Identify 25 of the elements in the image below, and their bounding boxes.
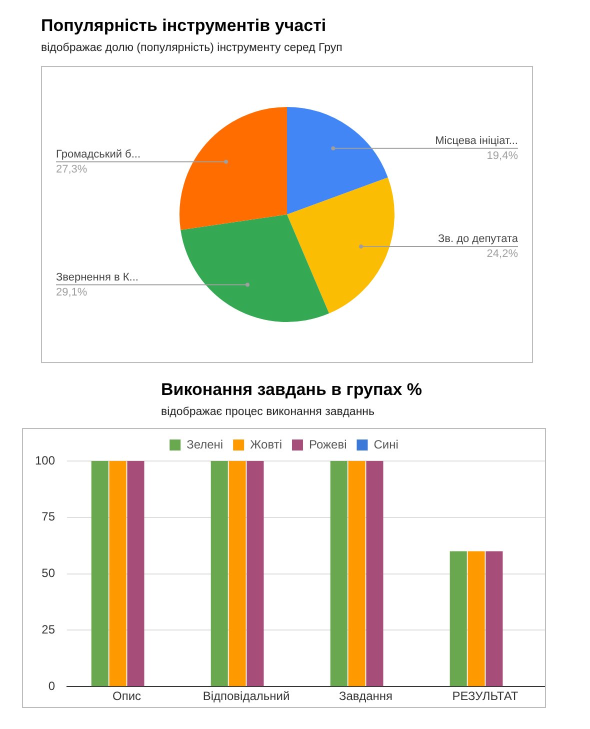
legend-label: Рожеві bbox=[308, 437, 347, 452]
x-tick-label: Відповідальний bbox=[202, 689, 290, 704]
data-label: 24,2% bbox=[486, 248, 518, 260]
slice-label: Місцева ініціат... bbox=[435, 134, 518, 147]
y-tick-label: 100 bbox=[34, 453, 56, 468]
data-label: 29,1% bbox=[56, 286, 88, 298]
data-label: 27,3% bbox=[56, 163, 88, 176]
legend-label: Сині bbox=[374, 437, 398, 452]
x-tick-label: РЕЗУЛЬТАТ bbox=[452, 689, 519, 704]
slice-label: Зв. до депутата bbox=[438, 233, 519, 246]
y-tick-label: 50 bbox=[42, 566, 56, 580]
chart-title: Виконання завдань в групах % bbox=[161, 380, 424, 400]
chart-subtitle: відображає долю (популярність) інструменту серед Груп bbox=[41, 42, 344, 54]
data-label: 19,4% bbox=[486, 150, 518, 162]
legend-label: Зелені bbox=[186, 437, 224, 452]
y-tick-label: 75 bbox=[42, 510, 56, 524]
chart-subtitle: відображає процес виконання завданнь bbox=[161, 406, 376, 418]
x-tick-label: Опис bbox=[112, 689, 142, 704]
y-tick-label: 0 bbox=[48, 678, 56, 693]
legend-label: Жовті bbox=[250, 437, 282, 452]
x-tick-label: Завдання bbox=[338, 689, 393, 704]
chart-title: Популярність інструментів участі bbox=[41, 16, 328, 36]
slice-label: Громадський б... bbox=[56, 148, 141, 160]
slice-label: Звернення в К... bbox=[56, 271, 138, 284]
y-tick-label: 25 bbox=[42, 622, 56, 637]
